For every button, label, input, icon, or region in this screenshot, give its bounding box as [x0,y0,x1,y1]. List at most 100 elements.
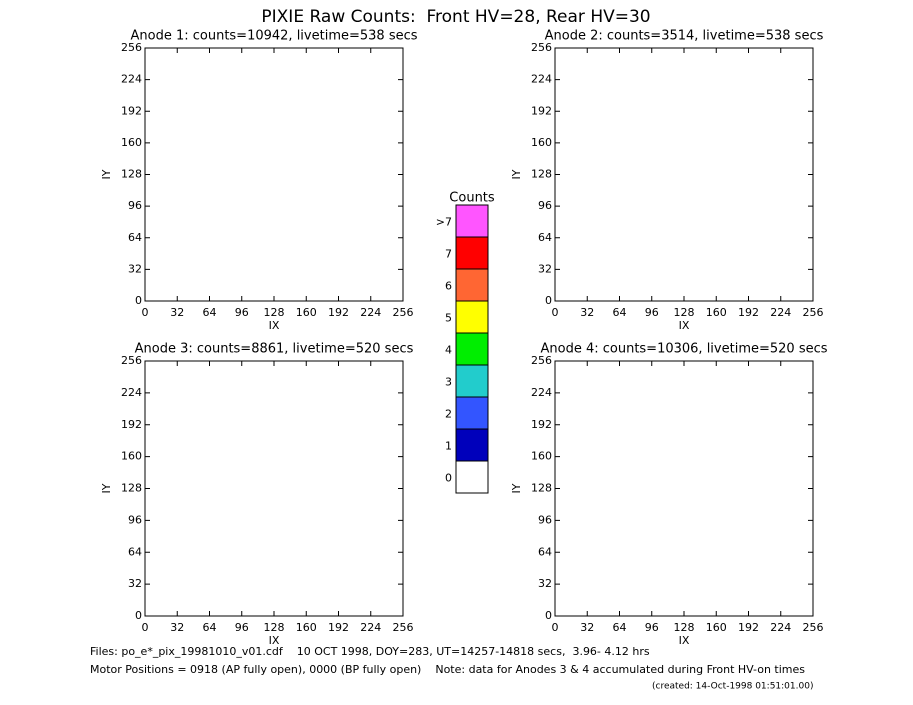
x-tick-label: 224 [770,621,791,634]
x-tick-label: 0 [552,306,559,319]
plot-frame [554,47,814,302]
x-tick-label: 64 [203,306,217,319]
colorbar-swatch [455,268,489,302]
y-tick-label: 64 [538,545,552,558]
x-tick-label: 192 [328,621,349,634]
x-tick-label: 192 [328,306,349,319]
y-tick-label: 32 [538,262,552,275]
x-axis-label: IX [679,634,690,647]
y-tick-label: 160 [531,136,552,149]
x-tick-label: 256 [803,621,824,634]
y-tick-label: 192 [531,104,552,117]
y-tick-label: 96 [538,199,552,212]
y-tick-label: 32 [128,262,142,275]
plot-frame [144,360,404,617]
y-tick-label: 256 [531,41,552,54]
y-tick-label: 224 [121,386,142,399]
x-tick-label: 160 [296,306,317,319]
colorbar-label: 3 [445,376,452,389]
footer-files: Files: po_e*_pix_19981010_v01.cdf 10 OCT… [90,645,650,658]
y-tick-label: 96 [128,513,142,526]
y-tick-label: 160 [121,450,142,463]
y-tick-label: 0 [135,294,142,307]
x-tick-label: 256 [803,306,824,319]
y-tick-label: 192 [531,418,552,431]
panel-title: Anode 1: counts=10942, livetime=538 secs [130,29,417,44]
page-title: PIXIE Raw Counts: Front HV=28, Rear HV=3… [261,7,650,27]
y-tick-label: 64 [128,545,142,558]
x-tick-label: 32 [170,621,184,634]
colorbar-label: 0 [445,472,452,485]
y-tick-label: 0 [135,609,142,622]
y-tick-label: 128 [121,168,142,181]
y-tick-label: 256 [121,41,142,54]
x-tick-label: 224 [360,306,381,319]
colorbar-swatch [455,300,489,334]
footer-motor: Motor Positions = 0918 (AP fully open), … [90,663,805,676]
y-tick-label: 160 [531,450,552,463]
plot-frame [144,47,404,302]
x-tick-label: 96 [235,621,249,634]
x-tick-label: 160 [706,306,727,319]
x-axis-label: IX [269,319,280,332]
x-tick-label: 32 [170,306,184,319]
colorbar-swatch [455,428,489,462]
colorbar-swatch [455,396,489,430]
colorbar-label: 7 [445,248,452,261]
y-tick-label: 32 [128,577,142,590]
y-tick-label: 96 [128,199,142,212]
y-tick-label: 64 [128,231,142,244]
x-tick-label: 32 [580,621,594,634]
x-tick-label: 64 [613,306,627,319]
y-tick-label: 224 [121,73,142,86]
panel-title: Anode 2: counts=3514, livetime=538 secs [545,29,824,44]
colorbar-swatch [455,204,489,238]
y-axis-label: IY [510,169,523,179]
x-axis-label: IX [269,634,280,647]
y-tick-label: 224 [531,386,552,399]
x-tick-label: 128 [264,306,285,319]
y-tick-label: 128 [531,482,552,495]
y-tick-label: 0 [545,294,552,307]
y-tick-label: 192 [121,104,142,117]
y-tick-label: 192 [121,418,142,431]
y-tick-label: 128 [531,168,552,181]
colorbar-title: Counts [449,191,495,206]
x-tick-label: 256 [393,621,414,634]
x-tick-label: 192 [738,306,759,319]
x-tick-label: 128 [674,621,695,634]
x-tick-label: 256 [393,306,414,319]
y-tick-label: 256 [121,354,142,367]
colorbar-swatch [455,236,489,270]
colorbar-swatch [455,364,489,398]
x-tick-label: 96 [645,621,659,634]
colorbar-swatch [455,332,489,366]
x-tick-label: 128 [674,306,695,319]
x-tick-label: 192 [738,621,759,634]
x-tick-label: 160 [706,621,727,634]
colorbar-label: >7 [436,216,452,229]
y-axis-label: IY [100,169,113,179]
y-axis-label: IY [100,483,113,493]
footer-created: (created: 14-Oct-1998 01:51:01.00) [652,682,813,692]
colorbar-label: 2 [445,408,452,421]
panel-title: Anode 4: counts=10306, livetime=520 secs [540,342,827,357]
y-axis-label: IY [510,483,523,493]
colorbar-label: 4 [445,344,452,357]
plot-frame [554,360,814,617]
x-tick-label: 0 [142,306,149,319]
y-tick-label: 160 [121,136,142,149]
x-tick-label: 96 [645,306,659,319]
panel-title: Anode 3: counts=8861, livetime=520 secs [135,342,414,357]
y-tick-label: 64 [538,231,552,244]
y-tick-label: 32 [538,577,552,590]
x-tick-label: 128 [264,621,285,634]
x-tick-label: 0 [552,621,559,634]
y-tick-label: 224 [531,73,552,86]
colorbar-label: 1 [445,440,452,453]
colorbar-label: 6 [445,280,452,293]
x-tick-label: 32 [580,306,594,319]
colorbar-label: 5 [445,312,452,325]
x-tick-label: 224 [770,306,791,319]
